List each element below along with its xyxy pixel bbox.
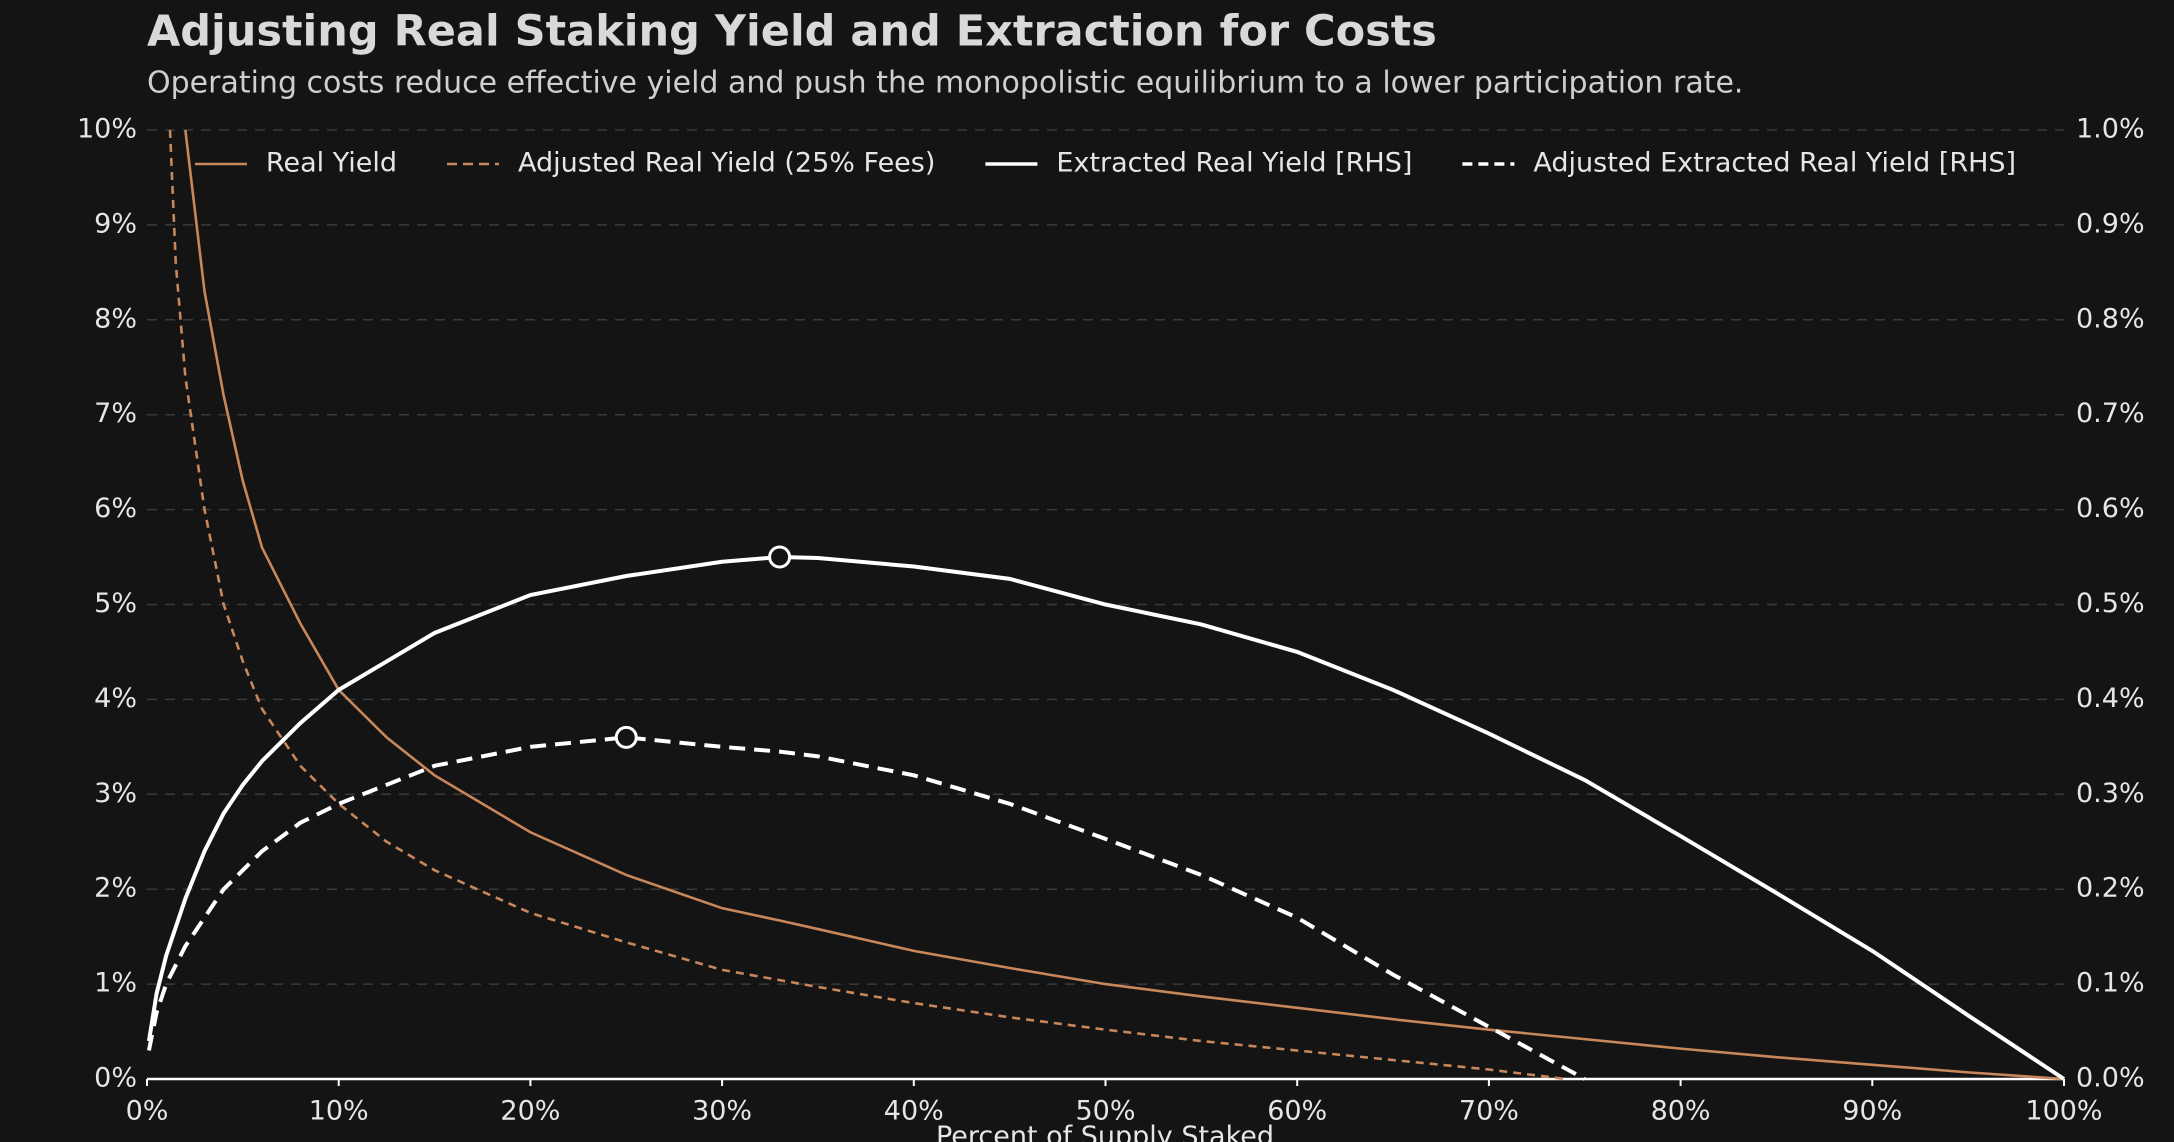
x-axis-label: Percent of Supply Staked bbox=[936, 1121, 1274, 1142]
legend-label: Adjusted Extracted Real Yield [RHS] bbox=[1533, 148, 2016, 179]
y2-tick-label: 0.9% bbox=[2076, 208, 2145, 239]
y-tick-label: 1% bbox=[94, 968, 137, 999]
x-tick-label: 80% bbox=[1651, 1096, 1711, 1127]
y-tick-label: 7% bbox=[94, 398, 137, 429]
y2-tick-label: 0.8% bbox=[2076, 303, 2145, 334]
y-tick-label: 9% bbox=[94, 208, 137, 239]
x-tick-label: 60% bbox=[1267, 1096, 1327, 1127]
x-tick-label: 10% bbox=[309, 1096, 369, 1127]
plot-area bbox=[147, 129, 2066, 1081]
y-tick-label: 4% bbox=[94, 683, 137, 714]
legend-item: Extracted Real Yield [RHS] bbox=[985, 148, 1412, 179]
y-tick-label: 8% bbox=[94, 303, 137, 334]
legend-label: Real Yield bbox=[266, 148, 397, 179]
y-tick-label: 0% bbox=[94, 1063, 137, 1094]
x-tick-label: 20% bbox=[500, 1096, 560, 1127]
y2-tick-label: 0.6% bbox=[2076, 493, 2145, 524]
y2-tick-label: 0.3% bbox=[2076, 778, 2145, 809]
y2-tick-label: 0.2% bbox=[2076, 873, 2145, 904]
x-tick-label: 40% bbox=[884, 1096, 944, 1127]
y-tick-label: 2% bbox=[94, 873, 137, 904]
legend-item: Adjusted Extracted Real Yield [RHS] bbox=[1462, 148, 2016, 179]
y-tick-label: 5% bbox=[94, 588, 137, 619]
y-tick-label: 3% bbox=[94, 778, 137, 809]
series-line bbox=[147, 735, 1586, 1081]
chart-title: Adjusting Real Staking Yield and Extract… bbox=[147, 7, 1437, 57]
chart-subtitle: Operating costs reduce effective yield a… bbox=[147, 66, 1743, 101]
y-tick-label: 10% bbox=[77, 114, 137, 145]
x-tick-label: 100% bbox=[2025, 1096, 2102, 1127]
x-tick-label: 30% bbox=[692, 1096, 752, 1127]
y-tick-label: 6% bbox=[94, 493, 137, 524]
x-tick-label: 70% bbox=[1459, 1096, 1519, 1127]
x-tick-label: 0% bbox=[126, 1096, 169, 1127]
series-line bbox=[147, 555, 2066, 1081]
y2-tick-label: 0.1% bbox=[2076, 968, 2145, 999]
x-tick-label: 50% bbox=[1075, 1096, 1135, 1127]
legend-item: Adjusted Real Yield (25% Fees) bbox=[447, 148, 935, 179]
y2-tick-label: 0.5% bbox=[2076, 588, 2145, 619]
peak-marker bbox=[768, 545, 792, 569]
legend-label: Adjusted Real Yield (25% Fees) bbox=[518, 148, 935, 179]
series-line bbox=[184, 129, 2065, 1081]
y2-tick-label: 0.0% bbox=[2076, 1063, 2145, 1094]
peak-marker bbox=[614, 725, 638, 749]
x-tick-label: 90% bbox=[1842, 1096, 1902, 1127]
legend-label: Extracted Real Yield [RHS] bbox=[1056, 148, 1412, 179]
y2-tick-label: 1.0% bbox=[2076, 114, 2145, 145]
y2-tick-label: 0.7% bbox=[2076, 398, 2145, 429]
y2-tick-label: 0.4% bbox=[2076, 683, 2145, 714]
legend-item: Real Yield bbox=[194, 148, 397, 179]
